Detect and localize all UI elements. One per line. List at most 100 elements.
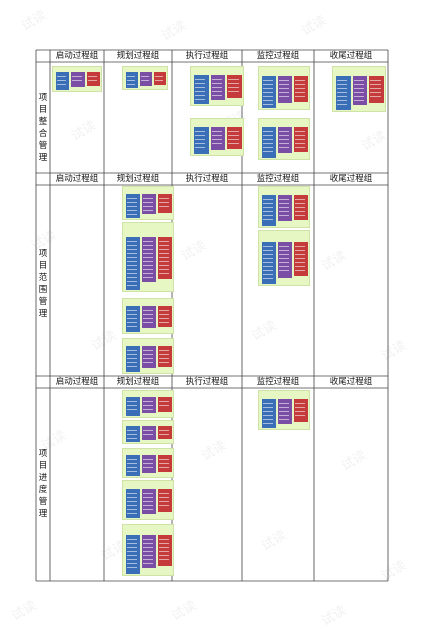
diagram-text-line — [159, 261, 169, 262]
diagram-text-line — [127, 438, 137, 439]
diagram-text-line — [127, 322, 137, 323]
diagram-text-line — [263, 270, 273, 271]
diagram-block — [86, 72, 100, 87]
diagram-text-line — [143, 563, 153, 564]
header-cell-monitoring: 监控过程组 — [256, 51, 300, 61]
diagram-block — [158, 535, 172, 567]
header-cell-initiating: 启动过程组 — [55, 51, 99, 61]
row-label-integration: 项目整合管理 — [38, 93, 48, 163]
diagram-text-line — [127, 459, 137, 460]
diagram-text-line — [159, 434, 169, 435]
diagram-text-line — [143, 405, 153, 406]
diagram-text-line — [143, 354, 153, 355]
diagram-text-line — [159, 551, 169, 552]
diagram-text-line — [159, 314, 169, 315]
diagram-text-line — [143, 257, 153, 258]
diagram-text-line — [263, 250, 273, 251]
diagram-text-line — [263, 411, 273, 412]
diagram-text-line — [228, 135, 239, 136]
diagram-text-line — [159, 318, 169, 319]
diagram-block — [158, 346, 172, 367]
diagram-text-line — [127, 249, 137, 250]
diagram-block — [142, 194, 156, 215]
diagram-text-line — [159, 350, 169, 351]
diagram-text-line — [337, 84, 348, 85]
diagram-text-line — [159, 310, 169, 311]
diagram-text-line — [159, 559, 169, 560]
diagram-text-line — [127, 547, 137, 548]
diagram-text-line — [143, 463, 153, 464]
diagram-text-line — [127, 350, 137, 351]
diagram-text-line — [143, 198, 153, 199]
diagram-block — [140, 72, 152, 86]
diagram-text-line — [263, 278, 273, 279]
diagram-text-line — [127, 430, 137, 431]
diagram-block — [126, 237, 140, 290]
diagram-block — [262, 127, 276, 158]
diagram-text-line — [353, 96, 364, 97]
diagram-text-line — [159, 198, 169, 199]
diagram-text-line — [159, 405, 169, 406]
diagram-text-line — [211, 79, 222, 80]
diagram-text-line — [263, 403, 273, 404]
diagram-text-line — [279, 419, 289, 420]
diagram-text-line — [295, 92, 305, 93]
diagram-block — [294, 399, 308, 423]
diagram-text-line — [295, 80, 305, 81]
diagram-text-line — [195, 143, 206, 144]
diagram-block — [278, 195, 292, 222]
diagram-text-line — [295, 250, 305, 251]
diagram-text-line — [370, 84, 381, 85]
process-diagram-image — [258, 390, 310, 430]
diagram-text-line — [159, 354, 169, 355]
diagram-text-line — [127, 265, 137, 266]
diagram-text-line — [211, 143, 222, 144]
diagram-text-line — [211, 95, 222, 96]
process-diagram-image — [122, 66, 168, 90]
process-diagram-image — [122, 186, 174, 220]
diagram-text-line — [279, 92, 289, 93]
diagram-text-line — [195, 99, 206, 100]
diagram-text-line — [57, 76, 67, 77]
diagram-text-line — [263, 207, 273, 208]
process-diagram-image — [122, 420, 174, 444]
diagram-text-line — [143, 202, 153, 203]
diagram-text-line — [295, 262, 305, 263]
diagram-text-line — [337, 100, 348, 101]
diagram-text-line — [295, 411, 305, 412]
diagram-text-line — [228, 131, 239, 132]
diagram-text-line — [143, 501, 153, 502]
diagram-text-line — [127, 241, 137, 242]
diagram-text-line — [155, 80, 164, 81]
diagram-text-line — [143, 467, 153, 468]
diagram-text-line — [279, 254, 289, 255]
diagram-text-line — [295, 139, 305, 140]
diagram-text-line — [211, 139, 222, 140]
diagram-text-line — [143, 210, 153, 211]
diagram-text-line — [127, 358, 137, 359]
diagram-text-line — [263, 254, 273, 255]
diagram-text-line — [159, 265, 169, 266]
diagram-block — [278, 127, 292, 154]
diagram-text-line — [127, 281, 137, 282]
diagram-text-line — [127, 206, 137, 207]
diagram-text-line — [263, 139, 273, 140]
diagram-text-line — [295, 84, 305, 85]
diagram-text-line — [159, 459, 169, 460]
diagram-text-line — [57, 80, 67, 81]
diagram-text-line — [127, 567, 137, 568]
diagram-text-line — [279, 246, 289, 247]
diagram-text-line — [127, 493, 137, 494]
diagram-text-line — [143, 277, 153, 278]
diagram-text-line — [279, 88, 289, 89]
diagram-block — [194, 75, 209, 104]
diagram-block — [278, 242, 292, 278]
diagram-text-line — [143, 551, 153, 552]
diagram-text-line — [263, 274, 273, 275]
diagram-text-line — [159, 245, 169, 246]
diagram-text-line — [127, 555, 137, 556]
diagram-text-line — [143, 322, 153, 323]
diagram-text-line — [279, 215, 289, 216]
diagram-text-line — [263, 88, 273, 89]
diagram-text-line — [211, 135, 222, 136]
